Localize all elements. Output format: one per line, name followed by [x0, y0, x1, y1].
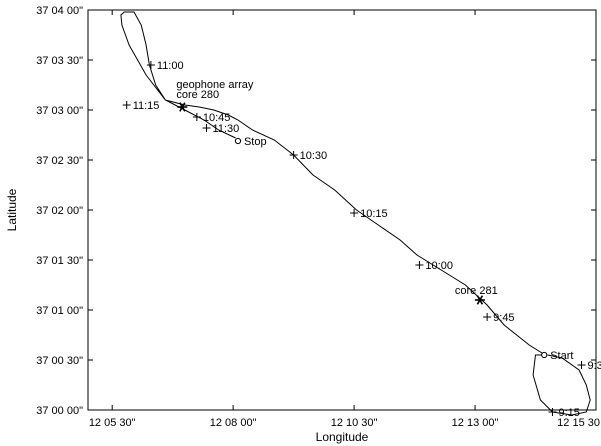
y-tick-label: 37 01 00"	[36, 305, 83, 317]
endpoint-marker	[541, 351, 548, 359]
time-label: 9:30	[587, 360, 601, 372]
time-label: 11:00	[157, 60, 184, 72]
core-label: core 280	[176, 89, 219, 101]
time-label: 10:15	[360, 208, 388, 220]
endpoint-label: Stop	[244, 136, 267, 148]
time-marks: 9:15 9:30 9:45 10:00 10:15 10:30 10:45 11:00 11:…	[122, 60, 601, 419]
time-label: 10:00	[425, 260, 453, 272]
time-label: 11:15	[133, 100, 160, 112]
track-endpoints: Start Stop	[234, 136, 573, 362]
x-tick-label: 12 13 00"	[452, 417, 499, 429]
x-axis-label: Longitude	[316, 430, 369, 444]
core-note: geophone array	[176, 79, 254, 91]
y-axis-label: Latitude	[5, 188, 19, 231]
y-tick-label: 37 04 00"	[36, 5, 83, 17]
x-tick-labels: 12 05 30" 12 08 00" 12 10 30" 12 13 00" 12 1…	[89, 417, 600, 429]
axis-ticks	[88, 9, 597, 411]
y-tick-label: 37 03 30"	[36, 55, 83, 67]
x-tick-label: 12 15 30	[557, 417, 600, 429]
y-tick-label: 37 02 00"	[36, 205, 83, 217]
time-label: 9:45	[493, 312, 514, 324]
y-tick-label: 37 02 30"	[36, 155, 83, 167]
x-tick-label: 12 08 00"	[210, 417, 257, 429]
core-marker	[476, 295, 484, 305]
time-label: 9:15	[558, 407, 579, 419]
y-tick-label: 37 00 00"	[36, 405, 83, 417]
core-marker	[179, 102, 186, 112]
endpoint-marker	[234, 137, 242, 145]
core-label: core 281	[455, 285, 498, 297]
y-tick-label: 37 01 30"	[36, 255, 83, 267]
y-tick-label: 37 00 30"	[36, 355, 83, 367]
y-tick-labels: 37 00 00" 37 00 30" 37 01 00" 37 01 30" 37 0…	[36, 5, 83, 417]
x-tick-label: 12 05 30"	[89, 417, 136, 429]
x-tick-label: 12 10 30"	[331, 417, 378, 429]
y-tick-label: 37 03 00"	[36, 105, 83, 117]
time-label: 10:45	[203, 112, 231, 124]
time-label: 11:30	[213, 123, 240, 135]
time-label: 10:30	[300, 150, 328, 162]
endpoint-label: Start	[550, 350, 573, 362]
